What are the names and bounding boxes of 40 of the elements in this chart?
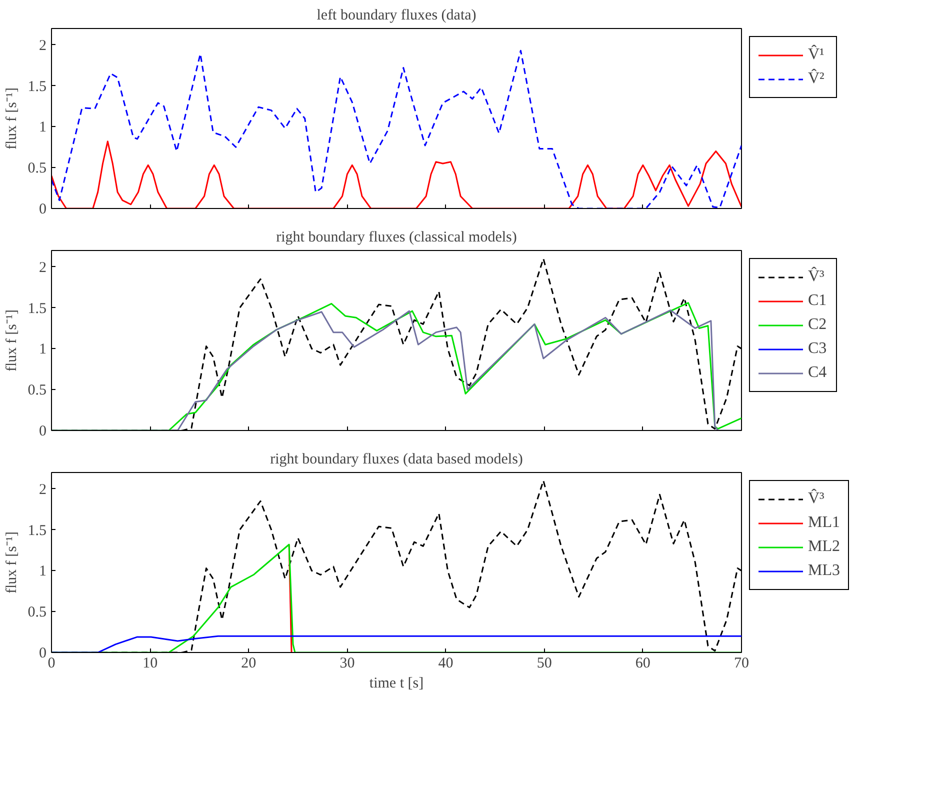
y-tick-label: 2 xyxy=(39,260,46,276)
legend-label: C2 xyxy=(808,316,828,334)
y-tick-label: 1 xyxy=(39,564,46,580)
x-tick-label: 50 xyxy=(536,656,552,672)
x-tick-label: 70 xyxy=(734,656,749,672)
y-tick-label: 0 xyxy=(39,424,46,440)
y-axis-title: flux f [s⁻¹] xyxy=(4,310,20,372)
y-tick-label: 0.5 xyxy=(28,382,46,399)
x-tick-label: 20 xyxy=(241,656,256,672)
x-tick-label: 30 xyxy=(340,656,355,672)
legend-label: C3 xyxy=(808,340,828,358)
legend-label: V̂¹ xyxy=(808,46,826,64)
chart-title: left boundary fluxes (data) xyxy=(316,8,476,24)
legend-label: V̂³ xyxy=(808,268,826,286)
chart-title: right boundary fluxes (classical models) xyxy=(276,230,517,246)
legend-label: ML2 xyxy=(808,538,840,556)
y-tick-label: 0.5 xyxy=(28,604,46,621)
x-tick-label: 10 xyxy=(142,656,158,672)
chart-title: right boundary fluxes (data based models) xyxy=(270,452,523,468)
y-tick-label: 1 xyxy=(39,342,46,358)
legend-label: V̂² xyxy=(808,70,826,88)
y-tick-label: 2 xyxy=(39,482,46,498)
y-tick-label: 2 xyxy=(39,38,46,54)
y-tick-label: 0 xyxy=(39,202,46,218)
legend-label: ML1 xyxy=(808,514,840,532)
x-axis-title: time t [s] xyxy=(369,676,424,692)
x-tick-label: 40 xyxy=(438,656,454,672)
y-tick-label: 1.5 xyxy=(28,522,46,539)
y-tick-label: 1.5 xyxy=(28,78,46,95)
y-tick-label: 0 xyxy=(39,646,46,662)
x-tick-label: 60 xyxy=(635,656,650,672)
y-tick-label: 1 xyxy=(39,120,46,136)
legend-label: ML3 xyxy=(808,562,840,580)
y-tick-label: 1.5 xyxy=(28,300,46,317)
legend-label: V̂³ xyxy=(808,490,826,508)
legend-label: C4 xyxy=(808,364,828,382)
legend-label: C1 xyxy=(808,292,828,310)
y-axis-title: flux f [s⁻¹] xyxy=(4,532,20,594)
y-tick-label: 0.5 xyxy=(28,160,46,177)
y-axis-title: flux f [s⁻¹] xyxy=(4,88,20,150)
